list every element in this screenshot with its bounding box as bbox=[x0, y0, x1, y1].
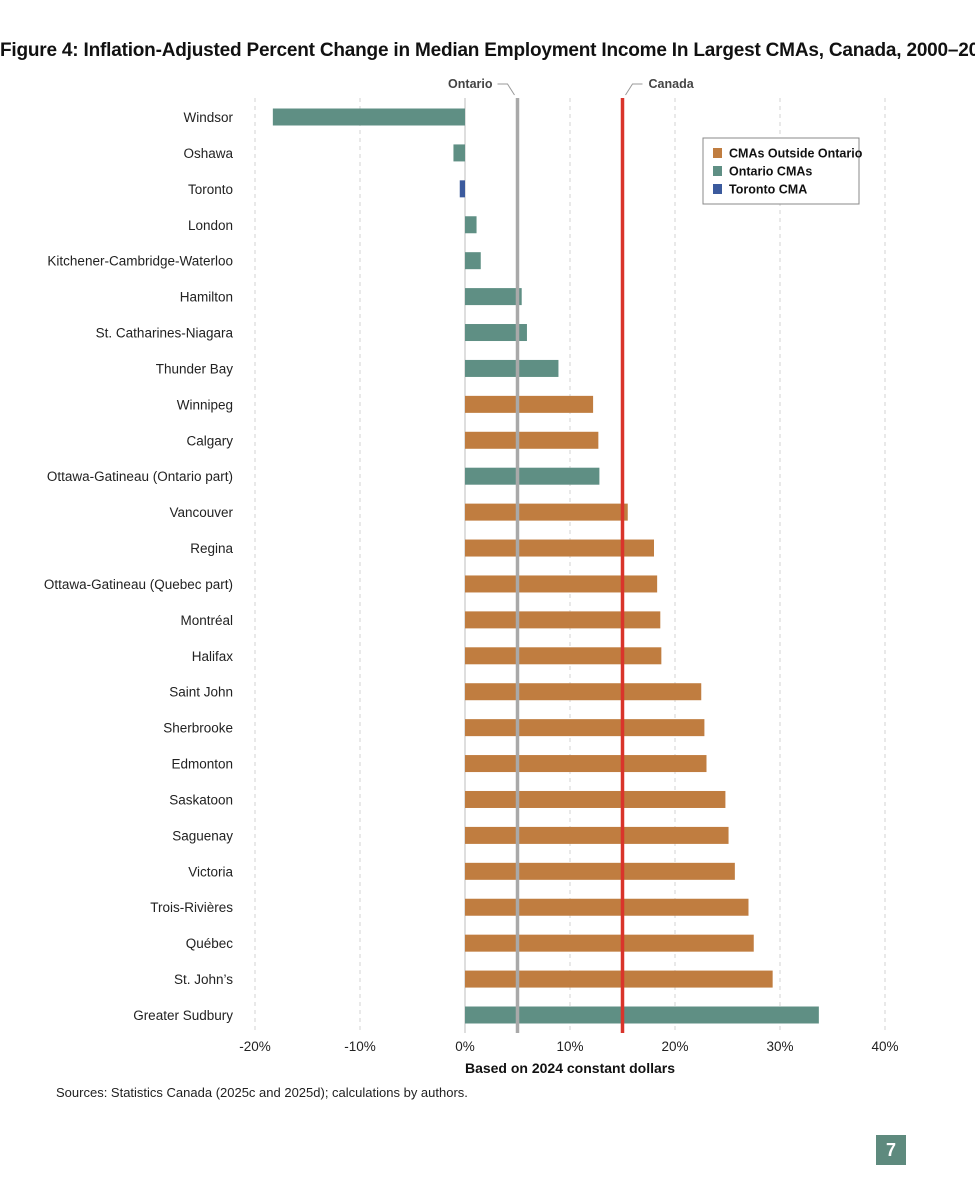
legend-swatch-ontario bbox=[713, 166, 722, 176]
x-tick-label: 0% bbox=[455, 1039, 475, 1054]
category-label: Edmonton bbox=[171, 757, 233, 772]
category-label: Hamilton bbox=[180, 290, 233, 305]
category-label: Regina bbox=[190, 541, 233, 556]
bar-ottawa-gatineau-quebec-part bbox=[465, 575, 658, 593]
bar-oshawa bbox=[453, 144, 465, 162]
bar-ottawa-gatineau-ontario-part bbox=[465, 467, 600, 485]
category-label: Oshawa bbox=[183, 146, 233, 161]
category-labels: Windsor Oshawa Toronto London Kitchener-Camb… bbox=[44, 110, 234, 1023]
source-note: Sources: Statistics Canada (2025c and 20… bbox=[56, 1085, 468, 1100]
category-label: Winnipeg bbox=[177, 397, 233, 412]
bar-montr-al bbox=[465, 611, 661, 629]
bar-sherbrooke bbox=[465, 719, 705, 737]
bar-calgary bbox=[465, 431, 599, 449]
category-label: Halifax bbox=[192, 649, 234, 664]
ontario-label-leader bbox=[497, 83, 515, 96]
canada-reference-label: Canada bbox=[649, 77, 695, 91]
x-tick-label: 10% bbox=[556, 1039, 583, 1054]
bars bbox=[272, 108, 819, 1024]
category-label: Ottawa-Gatineau (Quebec part) bbox=[44, 577, 233, 592]
bar-st-catharines-niagara bbox=[465, 324, 527, 342]
legend-swatch-toronto bbox=[713, 184, 722, 194]
legend-label-toronto: Toronto CMA bbox=[729, 183, 807, 197]
bar-edmonton bbox=[465, 755, 707, 773]
bar-greater-sudbury bbox=[465, 1006, 819, 1024]
category-label: Saskatoon bbox=[169, 792, 233, 807]
legend: CMAs Outside Ontario Ontario CMAs Toronto … bbox=[702, 137, 863, 205]
bar-trois-rivi-res bbox=[465, 898, 749, 916]
x-tick-label: 20% bbox=[661, 1039, 688, 1054]
category-label: Toronto bbox=[188, 182, 233, 197]
bar-london bbox=[465, 216, 477, 234]
grid-lines bbox=[254, 98, 886, 1033]
bar-saint-john bbox=[465, 683, 702, 701]
category-label: St. Catharines-Niagara bbox=[96, 326, 234, 341]
bar-st-john-s bbox=[465, 970, 773, 988]
category-label: Victoria bbox=[188, 864, 233, 879]
legend-swatch-outside bbox=[713, 148, 722, 158]
canada-label-leader bbox=[625, 83, 643, 96]
x-tick-label: 40% bbox=[871, 1039, 898, 1054]
bar-windsor bbox=[272, 108, 465, 126]
x-tick-label: -20% bbox=[239, 1039, 271, 1054]
x-tick-label: 30% bbox=[766, 1039, 793, 1054]
bar-halifax bbox=[465, 647, 662, 665]
page-number: 7 bbox=[876, 1135, 906, 1165]
ontario-reference-label: Ontario bbox=[448, 77, 493, 91]
category-label: Trois-Rivières bbox=[150, 900, 233, 915]
category-label: Vancouver bbox=[169, 505, 233, 520]
category-label: Saint John bbox=[169, 685, 233, 700]
category-label: St. John’s bbox=[174, 972, 233, 987]
category-label: Ottawa-Gatineau (Ontario part) bbox=[47, 469, 233, 484]
reference-lines: Ontario Canada bbox=[448, 77, 695, 1033]
x-axis-title: Based on 2024 constant dollars bbox=[465, 1060, 675, 1076]
bar-qu-bec bbox=[465, 934, 754, 952]
bar-hamilton bbox=[465, 288, 522, 306]
category-label: Calgary bbox=[186, 433, 233, 448]
category-label: Saguenay bbox=[172, 828, 233, 843]
bar-thunder-bay bbox=[465, 359, 559, 377]
category-label: Greater Sudbury bbox=[133, 1008, 233, 1023]
bar-saguenay bbox=[465, 826, 729, 844]
category-label: Québec bbox=[186, 936, 234, 951]
x-tick-label: -10% bbox=[344, 1039, 376, 1054]
category-label: Montréal bbox=[180, 613, 233, 628]
bar-winnipeg bbox=[465, 395, 594, 413]
legend-label-ontario: Ontario CMAs bbox=[729, 165, 812, 179]
legend-label-outside: CMAs Outside Ontario bbox=[729, 147, 863, 161]
chart-title: Figure 4: Inflation-Adjusted Percent Cha… bbox=[0, 40, 975, 61]
category-label: Windsor bbox=[183, 110, 233, 125]
x-axis-ticks: -20% -10% 0% 10% 20% 30% 40% bbox=[239, 1039, 898, 1054]
category-label: Kitchener-Cambridge-Waterloo bbox=[47, 254, 233, 269]
bar-victoria bbox=[465, 862, 735, 880]
category-label: Thunder Bay bbox=[156, 361, 234, 376]
category-label: London bbox=[188, 218, 233, 233]
bar-vancouver bbox=[465, 503, 628, 521]
category-label: Sherbrooke bbox=[163, 721, 233, 736]
bar-kitchener-cambridge-waterloo bbox=[465, 252, 481, 270]
bar-regina bbox=[465, 539, 654, 557]
bar-saskatoon bbox=[465, 790, 726, 808]
bar-toronto bbox=[459, 180, 465, 198]
